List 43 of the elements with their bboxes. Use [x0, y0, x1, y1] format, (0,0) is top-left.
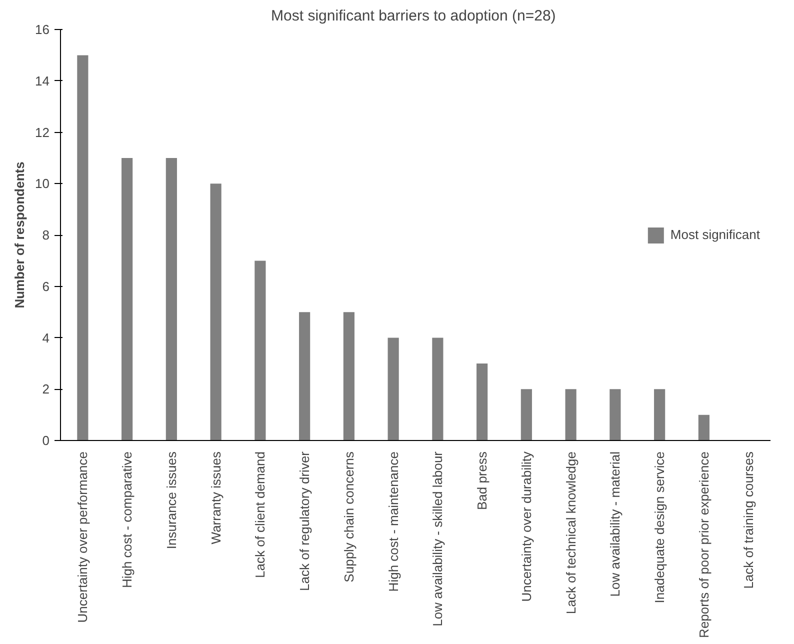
y-tick-label: 16: [35, 22, 50, 37]
y-axis-title: Number of respondents: [12, 162, 28, 308]
bar: [254, 260, 266, 440]
bar: [698, 414, 710, 440]
y-tick-label: 8: [42, 228, 50, 242]
x-tick-label: Lack of regulatory driver: [297, 450, 312, 591]
x-tick-label: Reports of poor prior experience: [696, 451, 712, 638]
x-tick-label: Low availability - skilled labour: [430, 450, 446, 626]
chart-title: Most significant barriers to adoption (n=28): [271, 8, 556, 24]
y-tick-label: 12: [35, 124, 50, 140]
y-tick-label: 10: [35, 176, 50, 192]
bar: [343, 312, 354, 440]
x-tick-label: Lack of training courses: [740, 451, 756, 589]
y-tick-label: 0: [42, 433, 50, 448]
bar: [654, 389, 666, 440]
bar: [520, 389, 532, 440]
bar: [610, 389, 621, 440]
bar: [432, 338, 444, 440]
x-tick-label: Bad press: [474, 451, 490, 510]
x-tick-label: Uncertainty over performance: [75, 451, 90, 623]
x-tick-label: High cost - comparative: [120, 451, 135, 588]
bar: [388, 338, 399, 440]
y-tick-label: 14: [35, 73, 50, 88]
x-tick-label: Inadequate design service: [652, 451, 668, 604]
y-tick-label: 4: [42, 330, 50, 346]
x-tick-label: Lack of technical knowledge: [563, 451, 578, 614]
x-tick-label: Insurance issues: [164, 451, 179, 550]
legend-label: Most significant: [670, 227, 760, 242]
x-tick-label: Uncertainty over durability: [518, 451, 534, 602]
x-tick-label: Low availability - material: [608, 451, 623, 597]
bar: [299, 312, 310, 440]
bar: [77, 55, 88, 440]
y-tick-label: 2: [42, 382, 50, 397]
y-tick-label: 6: [42, 278, 50, 294]
x-tick-label: Warranty issues: [208, 451, 224, 544]
bar: [166, 158, 177, 440]
x-tick-label: Lack of client demand: [252, 451, 268, 578]
x-tick-label: Supply chain concerns: [341, 451, 356, 582]
bar: [565, 389, 576, 440]
bar: [210, 184, 222, 440]
bar: [476, 363, 488, 440]
bar: [122, 158, 133, 440]
x-tick-label: High cost - maintenance: [386, 451, 401, 592]
